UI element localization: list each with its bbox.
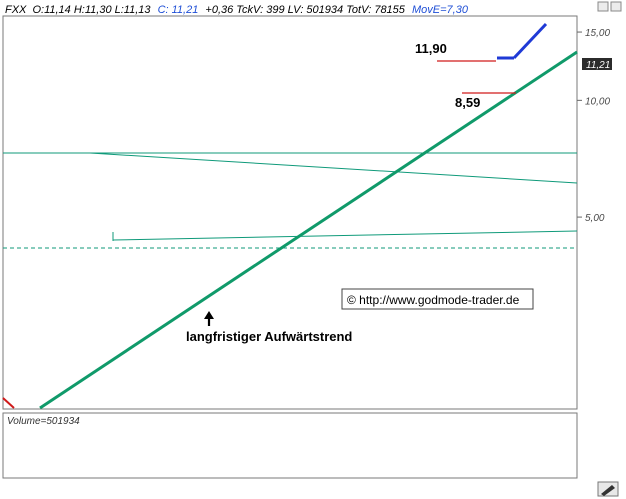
copyright-box: © http://www.godmode-trader.de [341,288,534,310]
last-price-box [582,58,612,70]
price-y-axis: 15,00 10,00 5,00 [577,28,610,224]
header-ohlc: O:11,14 H:11,30 L:11,13 [32,4,151,16]
up-arrow-icon [204,311,214,319]
falling-trend-line [89,152,578,184]
rising-support-line [112,230,578,241]
copyright-text: © http://www.godmode-trader.de [347,293,520,307]
header-symbol: FXX [5,4,27,16]
high-label: 11,90 [415,41,447,56]
price-panel-frame [2,15,578,410]
header-close: C: 11,21 [158,4,199,16]
last-price-label: 11,21 [586,60,610,71]
minimize-button[interactable] [597,1,609,12]
y-tick-label: 10,00 [585,96,610,107]
low-label: 8,59 [455,95,480,110]
projection-arrow [497,22,548,60]
red-marker [2,397,15,409]
chart-header: FXX O:11,14 H:11,30 L:11,13 C: 11,21 +0,… [5,4,469,16]
header-stats: +0,36 TckV: 399 LV: 501934 TotV: 78155 [205,4,405,16]
pencil-icon [601,485,615,496]
y-tick-label: 5,00 [585,213,605,224]
toolbar-buttons[interactable] [597,1,622,12]
trend-annotation: langfristiger Aufwärtstrend [186,311,352,344]
long-term-uptrend-line [39,50,578,410]
volume-title: Volume=501934 [7,416,80,427]
trend-label: langfristiger Aufwärtstrend [186,329,352,344]
corner-icon[interactable] [597,481,619,497]
last-price-tag: 11,21 [582,58,612,71]
close-button[interactable] [610,1,622,12]
volume-panel-frame [2,412,578,479]
header-moving-average: MovE=7,30 [412,4,469,16]
y-tick-label: 15,00 [585,28,610,39]
trend-lines [3,50,578,410]
